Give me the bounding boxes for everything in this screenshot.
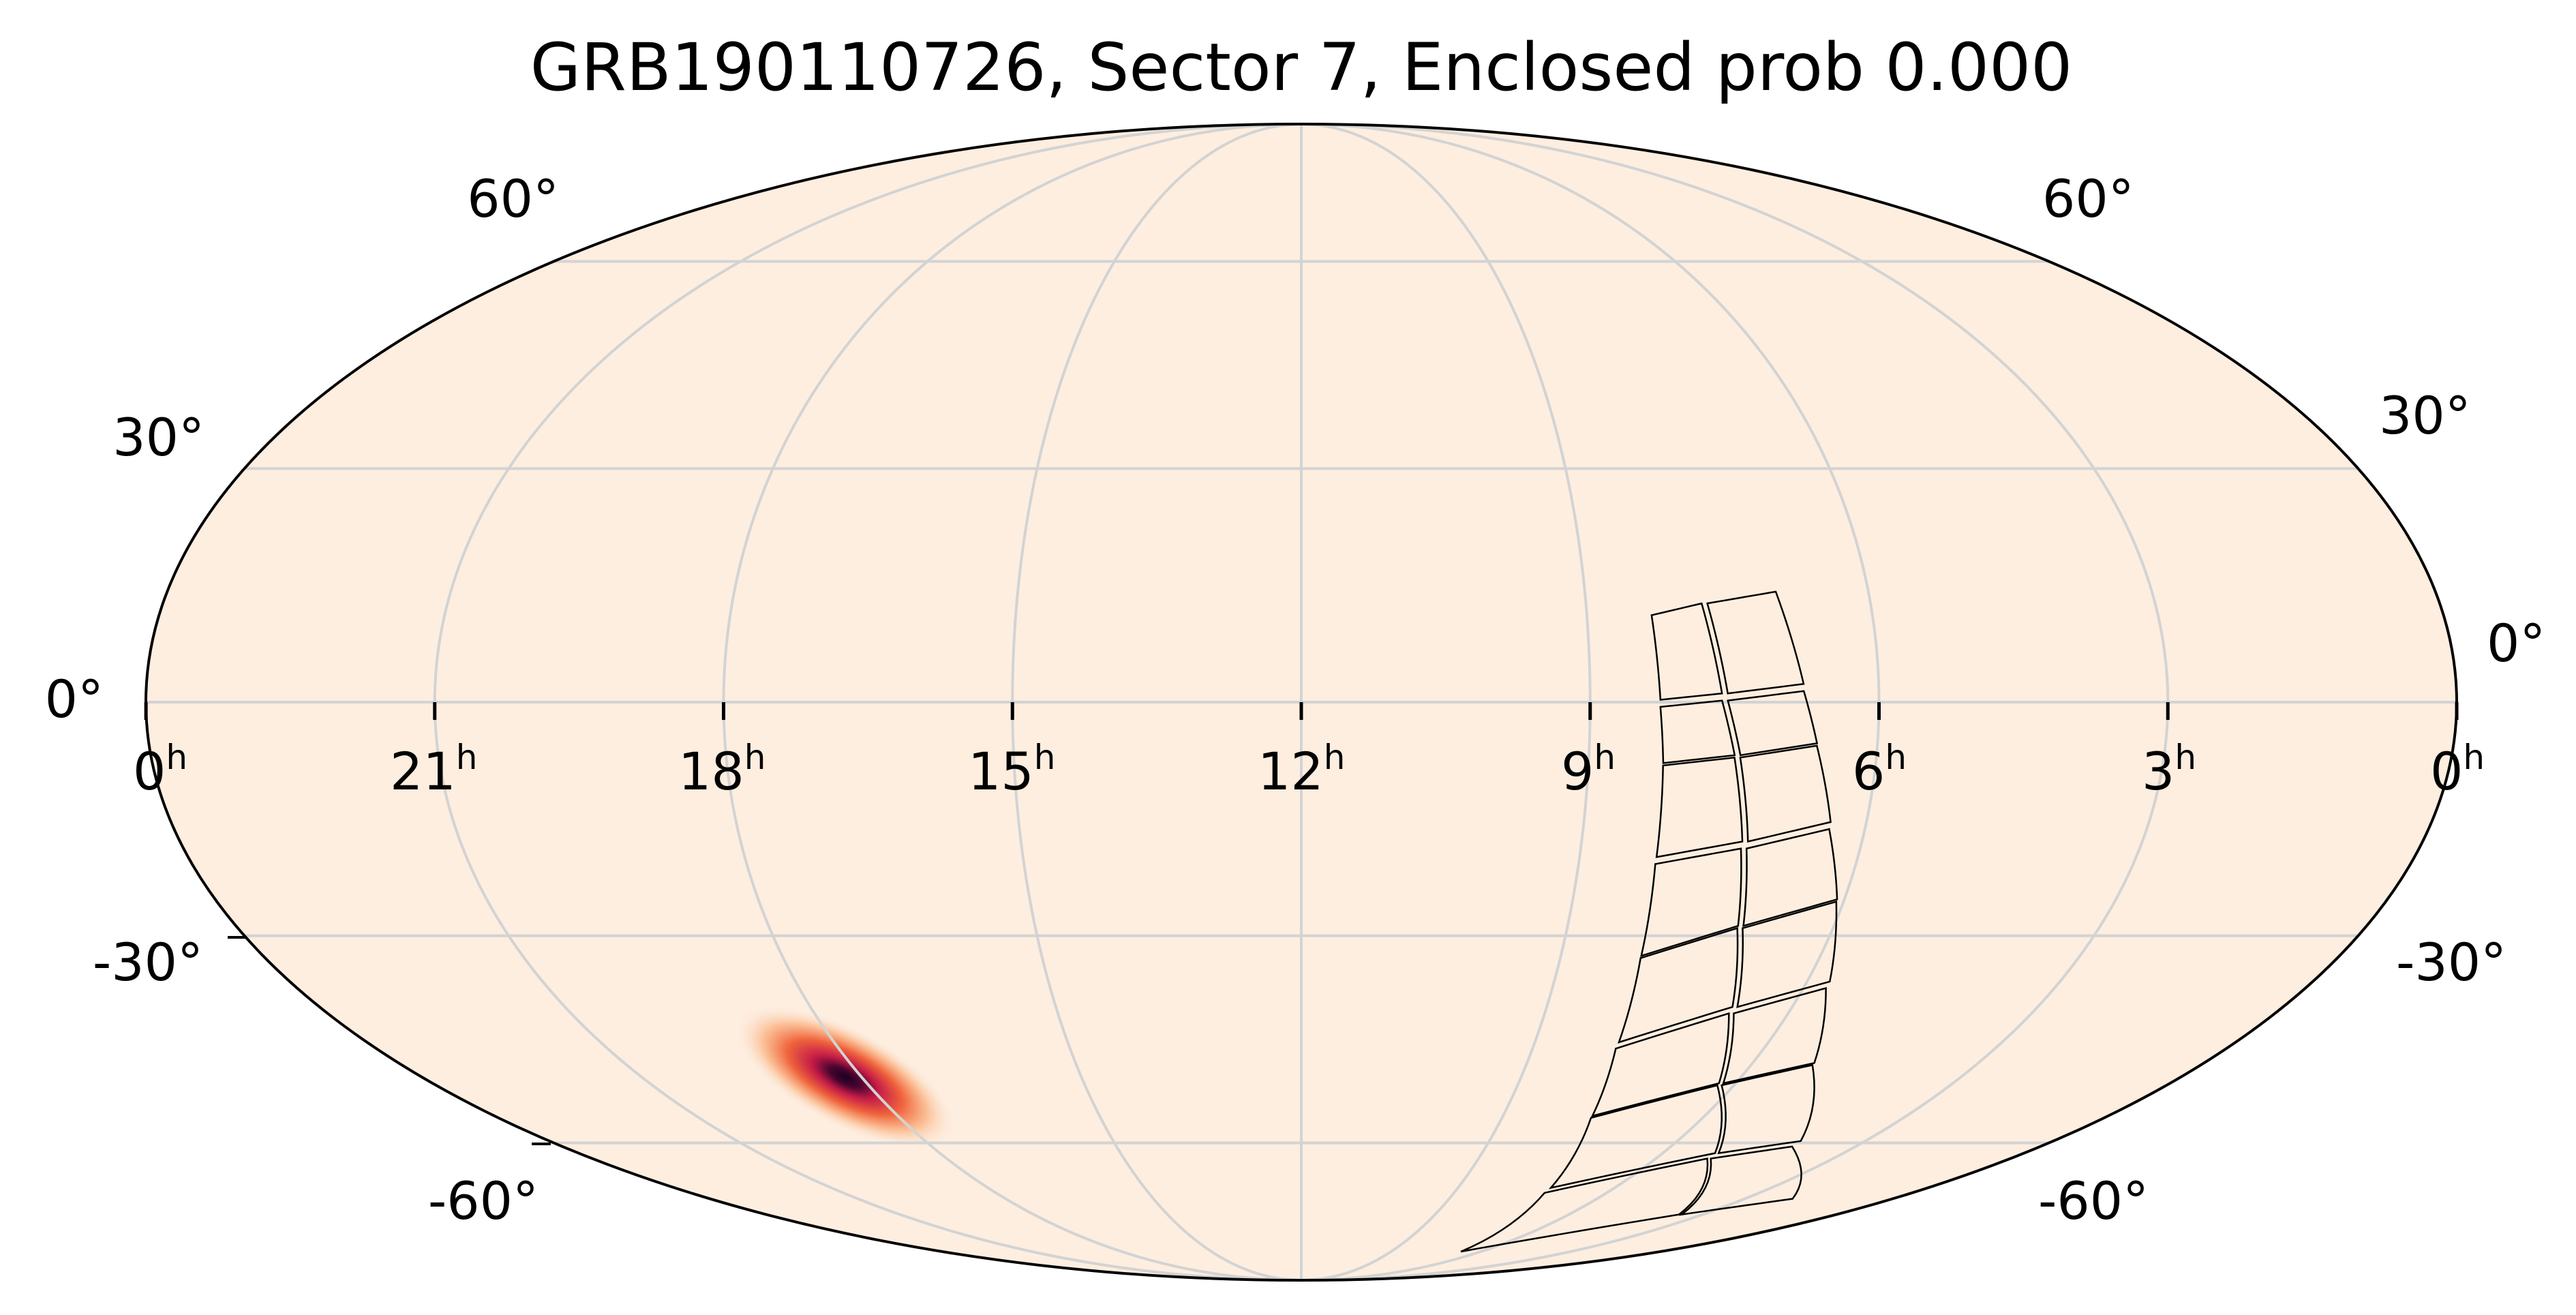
dec-label-left: 30° [112, 407, 204, 468]
dec-label-right: 60° [2042, 168, 2134, 229]
footprint-tile [1617, 926, 1739, 1044]
ra-labels: 0h 21h 18h 15h 12h 9h 6h 3h 0h [133, 738, 2485, 802]
ra-label: 18h [678, 738, 766, 802]
ra-label: 0h [2430, 738, 2485, 802]
map-title: GRB190110726, Sector 7, Enclosed prob 0.… [530, 29, 2072, 106]
footprint-tile [1742, 828, 1838, 927]
dec-labels-left: 60° 30° 0° -30° -60° [45, 168, 559, 1231]
dec-label-right: -60° [2038, 1170, 2149, 1231]
dec-label-right: 30° [2379, 385, 2471, 446]
probability-hotspot [734, 1005, 956, 1149]
map-boundary [145, 123, 2458, 1282]
footprint-tile [1722, 986, 1827, 1085]
footprint-tile [1655, 756, 1744, 858]
footprint-tile [1590, 1012, 1730, 1117]
ra-label: 6h [1852, 738, 1907, 802]
footprint-tile [1659, 699, 1736, 764]
ra-label: 3h [2142, 738, 2196, 802]
ra-label: 9h [1561, 738, 1616, 802]
footprint-tile [1640, 847, 1742, 957]
dec-label-left: 0° [45, 669, 104, 729]
dec-label-left: 60° [467, 168, 559, 229]
ra-label: 15h [968, 738, 1055, 802]
footprint-tile [1727, 690, 1819, 757]
hotspot-blob [734, 1005, 956, 1149]
dec-label-right: 0° [2487, 613, 2545, 674]
footprint-tile [1678, 1145, 1802, 1216]
footprint-tile [1548, 1084, 1723, 1190]
footprint-tile [1460, 1158, 1709, 1253]
dec-label-right: -30° [2396, 932, 2506, 993]
tess-sector-footprint [1460, 590, 1838, 1253]
dec-tick-marks [228, 936, 551, 1145]
ra-label: 0h [133, 738, 187, 802]
footprint-tile [1717, 1063, 1815, 1155]
footprint-tile [1739, 744, 1832, 843]
footprint-tile [1650, 602, 1723, 701]
footprint-tile [1706, 590, 1805, 695]
ra-label: 21h [390, 738, 477, 802]
dec-label-left: -30° [93, 932, 203, 993]
dec-labels-right: 60° 30° 0° -30° -60° [2038, 168, 2545, 1231]
footprint-tile [1736, 901, 1838, 1008]
dec-label-left: -60° [428, 1170, 539, 1231]
ra-label: 12h [1258, 738, 1345, 802]
